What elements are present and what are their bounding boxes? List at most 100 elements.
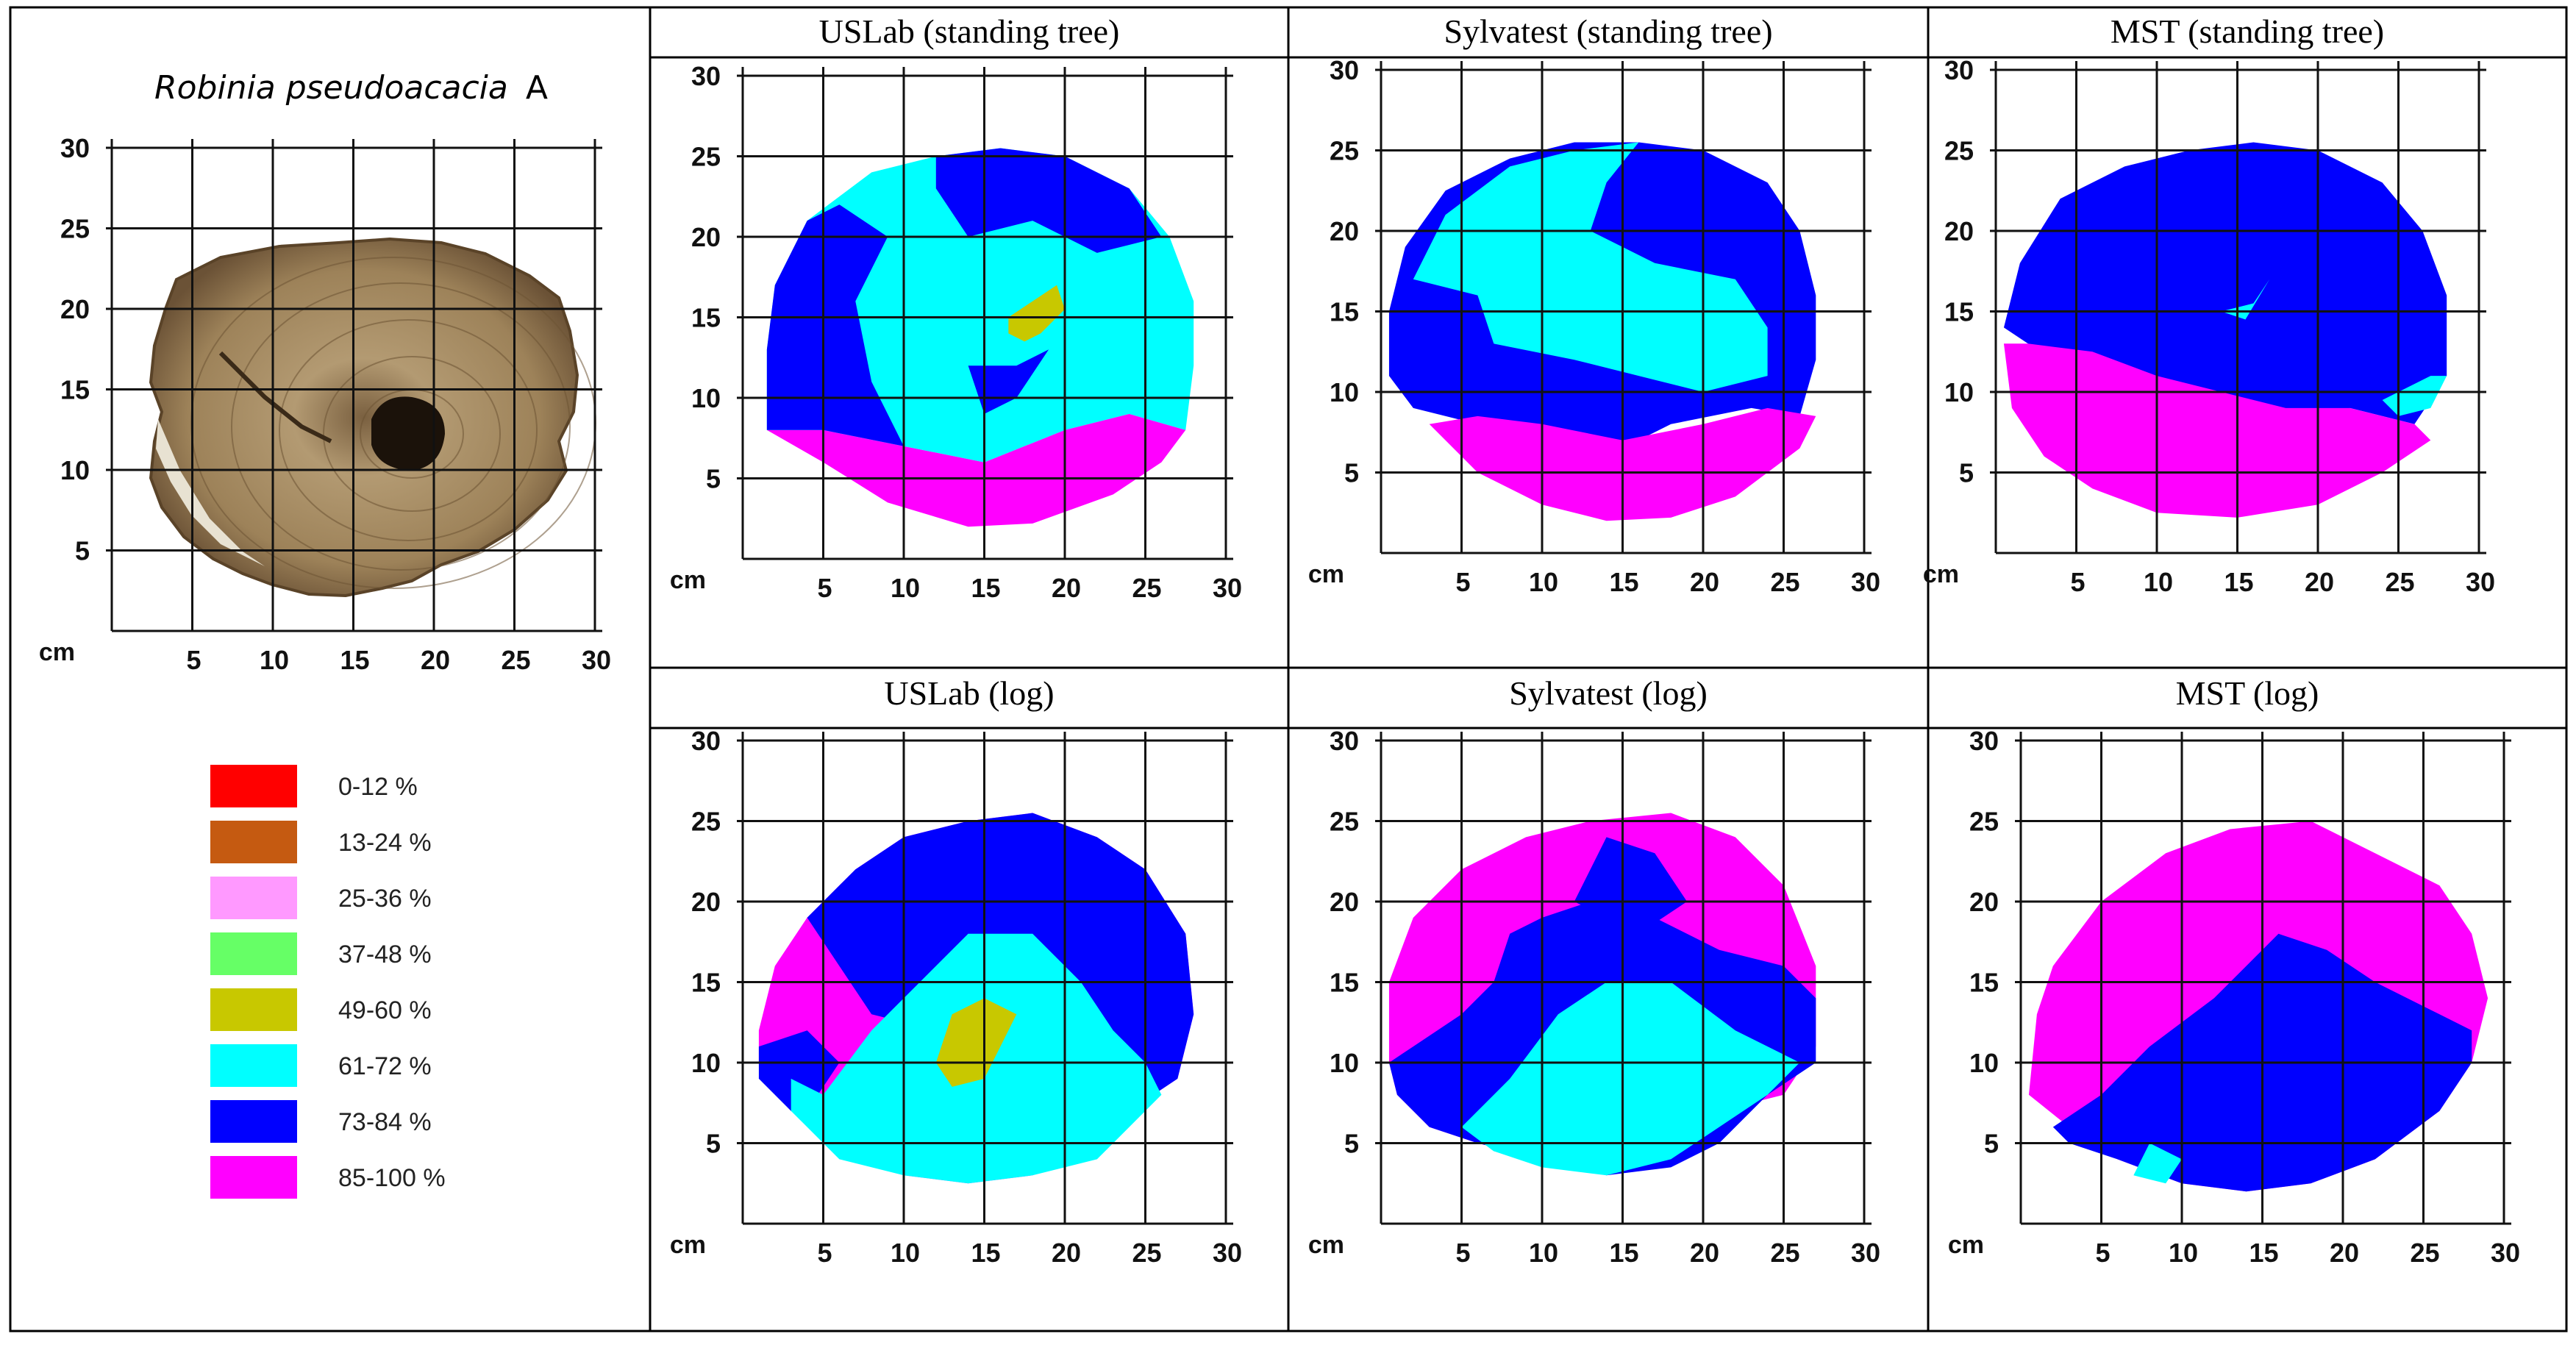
table-frame <box>9 6 2568 1332</box>
legend-label: 0-12 % <box>338 773 418 801</box>
panel-title-uslab-log: USLab (log) <box>884 674 1054 712</box>
x-tick-label: 5 <box>1455 1238 1470 1268</box>
y-tick-label: 30 <box>60 133 90 163</box>
panel-title-sylvatest-log: Sylvatest (log) <box>1509 674 1708 712</box>
y-tick-label: 25 <box>691 807 721 837</box>
y-tick-label: 25 <box>1944 136 1974 166</box>
x-tick-label: 30 <box>1851 567 1880 597</box>
legend-label: 13-24 % <box>338 829 432 857</box>
y-tick-label: 25 <box>1330 807 1359 837</box>
x-tick-label: 25 <box>1132 1238 1161 1268</box>
map-region-blue <box>2003 142 2447 424</box>
legend-item: 37-48 % <box>210 932 432 975</box>
x-tick-label: 10 <box>1529 1238 1558 1268</box>
density-map <box>1388 813 1816 1176</box>
x-tick-label: 30 <box>2491 1238 2520 1268</box>
density-map <box>2003 142 2447 518</box>
x-tick-label: 5 <box>817 573 832 603</box>
x-tick-label: 5 <box>817 1238 832 1268</box>
tick-labels: 5 10 15 20 25 30 5 10 15 20 25 30 cm <box>1948 726 2520 1268</box>
x-tick-label: 20 <box>1690 567 1719 597</box>
density-map <box>1388 142 1816 521</box>
legend-item: 25-36 % <box>210 877 432 919</box>
legend-label: 61-72 % <box>338 1052 432 1080</box>
axis-unit-label: cm <box>1948 1231 1984 1259</box>
y-tick-label: 15 <box>1969 968 1999 998</box>
x-tick-label: 10 <box>2144 567 2173 597</box>
legend-label: 85-100 % <box>338 1164 446 1192</box>
grid <box>106 139 602 632</box>
x-tick-label: 20 <box>2305 567 2334 597</box>
map-region-olive <box>935 998 1017 1087</box>
y-tick-label: 10 <box>1944 377 1974 407</box>
legend-swatch <box>210 988 297 1031</box>
x-tick-label: 30 <box>1213 573 1242 603</box>
x-tick-label: 25 <box>1132 573 1161 603</box>
x-tick-label: 25 <box>501 645 530 675</box>
x-tick-label: 5 <box>2070 567 2085 597</box>
y-tick-label: 20 <box>1969 887 1999 917</box>
y-tick-label: 10 <box>1330 377 1359 407</box>
map-region-cyan <box>1413 142 1768 393</box>
legend: 0-12 % 13-24 % 25-36 % 37-48 % 49-60 % 61-72 … <box>210 765 446 1199</box>
y-tick-label: 15 <box>691 968 721 998</box>
legend-swatch <box>210 765 297 807</box>
y-tick-label: 20 <box>691 887 721 917</box>
tick-labels: 5 10 15 20 25 30 5 10 15 20 25 30 cm <box>670 61 1242 603</box>
density-map <box>758 813 1194 1184</box>
y-tick-label: 25 <box>1969 807 1999 837</box>
map-panel-1: 5 10 15 20 25 30 5 10 15 20 25 30 cm <box>670 61 1242 603</box>
map-region-olive <box>1008 285 1065 342</box>
y-tick-label: 20 <box>1330 216 1359 246</box>
map-region-blue <box>1574 837 1688 934</box>
legend-swatch <box>210 932 297 975</box>
y-tick-label: 5 <box>1344 1129 1359 1159</box>
map-panel-6: 5 10 15 20 25 30 5 10 15 20 25 30 cm <box>1948 726 2520 1268</box>
panel-title-uslab-standing: USLab (standing tree) <box>819 13 1120 50</box>
density-map <box>2028 821 2488 1192</box>
x-tick-label: 30 <box>1213 1238 1242 1268</box>
x-tick-label: 10 <box>891 573 920 603</box>
y-tick-label: 15 <box>1944 297 1974 327</box>
x-tick-label: 20 <box>1690 1238 1719 1268</box>
panel-titles: USLab (standing tree) Sylvatest (standin… <box>819 13 2384 712</box>
x-tick-label: 15 <box>1609 567 1638 597</box>
species-title: Robinia pseudoacacia A <box>154 69 548 107</box>
y-tick-label: 20 <box>691 222 721 252</box>
y-tick-label: 5 <box>75 536 90 566</box>
tick-labels: 5 10 15 20 25 30 5 10 15 20 25 30 cm <box>670 726 1242 1268</box>
crack <box>218 351 332 443</box>
grid <box>1375 732 1872 1225</box>
axis-unit-label: cm <box>670 566 706 594</box>
x-tick-label: 25 <box>1770 1238 1799 1268</box>
y-tick-label: 30 <box>691 726 721 756</box>
x-tick-label: 10 <box>260 645 289 675</box>
tick-labels: 5 10 15 20 25 30 5 10 15 20 25 30 cm <box>39 133 611 675</box>
axis-unit-label: cm <box>1308 1231 1344 1259</box>
y-tick-label: 30 <box>1330 726 1359 756</box>
grid <box>1990 61 2486 554</box>
map-panel-3: 5 10 15 20 25 30 5 10 15 20 25 30 cm <box>1923 55 2495 597</box>
x-tick-label: 30 <box>2466 567 2495 597</box>
x-tick-label: 30 <box>1851 1238 1880 1268</box>
wood-cross-section-photo <box>149 237 596 598</box>
y-tick-label: 10 <box>1969 1048 1999 1078</box>
y-tick-label: 25 <box>1330 136 1359 166</box>
legend-swatch <box>210 1156 297 1199</box>
panel-title-mst-standing: MST (standing tree) <box>2111 13 2384 50</box>
axis-unit-label: cm <box>1308 560 1344 588</box>
x-tick-label: 5 <box>2095 1238 2110 1268</box>
legend-item: 49-60 % <box>210 988 432 1031</box>
panel-title-mst-log: MST (log) <box>2176 674 2319 712</box>
heart-cavity <box>371 396 445 471</box>
legend-item: 85-100 % <box>210 1156 446 1199</box>
x-tick-label: 15 <box>1609 1238 1638 1268</box>
map-region-cyan <box>1461 982 1800 1176</box>
map-region-blue <box>758 1030 840 1111</box>
y-tick-label: 30 <box>1944 55 1974 85</box>
map-region-magenta <box>766 413 1186 527</box>
x-tick-label: 10 <box>1529 567 1558 597</box>
y-tick-label: 5 <box>706 464 721 494</box>
legend-label: 49-60 % <box>338 996 432 1024</box>
